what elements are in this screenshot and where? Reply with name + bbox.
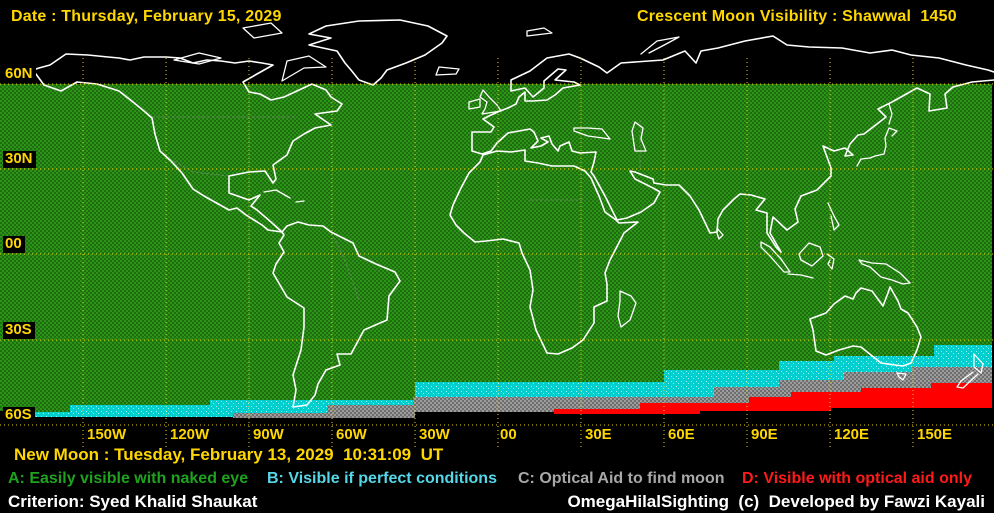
coast-eurasia — [471, 35, 994, 253]
lon-tick-90w: 90W — [253, 426, 284, 443]
map-right-edge — [992, 84, 994, 426]
legend-zone-b: B: Visible if perfect conditions — [267, 470, 497, 487]
lon-tick-60e: 60E — [668, 426, 695, 443]
lon-tick-150w: 150W — [87, 426, 127, 443]
credit-label: OmegaHilalSighting (c) Developed by Fawz… — [567, 492, 985, 511]
graticule-grid — [0, 58, 994, 447]
lon-tick-150e: 150E — [917, 426, 953, 443]
south-black-region — [0, 408, 992, 426]
new-moon-label: New Moon : Tuesday, February 13, 2029 10… — [14, 445, 444, 464]
coast-islands — [173, 22, 984, 389]
coast-south-america — [272, 221, 401, 408]
lon-tick-120e: 120E — [834, 426, 870, 443]
coast-africa — [449, 149, 639, 355]
legend-zone-d: D: Visible with optical aid only — [742, 470, 972, 487]
lat-tick-60s: 60S — [3, 407, 35, 424]
lat-tick-30s: 30S — [3, 322, 35, 339]
lon-tick-90e: 90E — [751, 426, 778, 443]
date-label: Date : Thursday, February 15, 2029 — [11, 8, 282, 25]
coast-australia — [809, 286, 922, 367]
lon-tick-120w: 120W — [170, 426, 210, 443]
map-title: Crescent Moon Visibility : Shawwal 1450 — [637, 8, 957, 25]
coast-greenland — [308, 19, 448, 86]
lat-tick-30n: 30N — [3, 151, 36, 168]
lon-tick-30e: 30E — [585, 426, 612, 443]
lat-tick-60n: 60N — [3, 66, 36, 83]
criterion-label: Criterion: Syed Khalid Shaukat — [8, 492, 258, 511]
legend-zone-a: A: Easily visible with naked eye — [8, 470, 249, 487]
lon-tick-00: 00 — [500, 426, 517, 443]
coast-north-america — [32, 53, 343, 233]
lon-tick-30w: 30W — [419, 426, 450, 443]
legend-zone-c: C: Optical Aid to find moon — [518, 470, 725, 487]
lon-tick-60w: 60W — [336, 426, 367, 443]
country-borders — [152, 116, 641, 301]
world-map — [0, 19, 994, 447]
lat-tick-00: 00 — [3, 236, 25, 253]
coastlines — [32, 19, 994, 408]
